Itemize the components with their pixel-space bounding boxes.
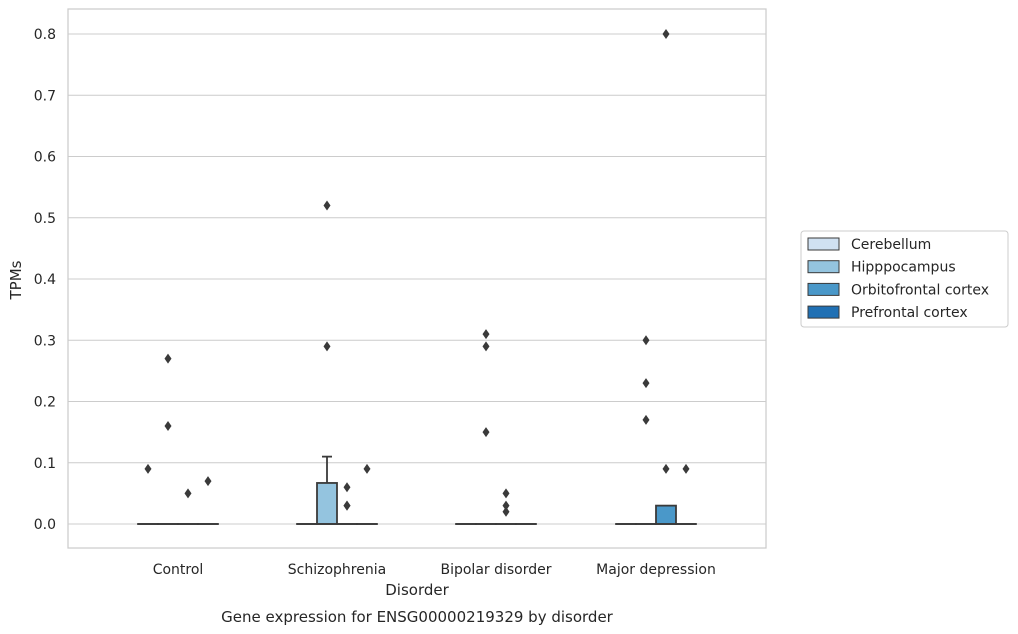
x-tick-label: Major depression xyxy=(596,562,716,578)
outlier-point xyxy=(164,353,172,364)
y-tick-label: 0.6 xyxy=(34,150,56,166)
outlier-point xyxy=(502,500,510,511)
legend-frame xyxy=(800,230,1009,328)
y-tick-label: 0.0 xyxy=(34,517,56,533)
legend: Cerebellum Hipppocampus Orbitofrontal cort… xyxy=(800,230,1009,328)
legend-label: Orbitofrontal cortex xyxy=(851,282,989,298)
y-tick-label: 0.7 xyxy=(34,88,56,104)
outlier-point xyxy=(642,378,650,389)
x-axis-ticks: Control Schizophrenia Bipolar disorder Majo… xyxy=(153,562,716,578)
x-tick-label: Bipolar disorder xyxy=(440,562,551,578)
outlier-point xyxy=(323,200,331,211)
legend-item: Cerebellum xyxy=(807,237,931,253)
y-tick-label: 0.4 xyxy=(34,272,56,288)
legend-swatch xyxy=(807,237,840,251)
box-body xyxy=(316,482,338,525)
outlier-point xyxy=(343,500,351,511)
legend-item: Orbitofrontal cortex xyxy=(807,282,989,298)
legend-label: Cerebellum xyxy=(851,237,931,253)
gridlines xyxy=(68,33,766,525)
x-tick-label: Schizophrenia xyxy=(288,562,386,578)
outlier-point xyxy=(502,488,510,499)
box-orbitofrontal-cortex xyxy=(655,504,677,525)
y-tick-label: 0.5 xyxy=(34,211,56,227)
outlier-point xyxy=(642,335,650,346)
y-axis-ticks: 0.0 0.1 0.2 0.3 0.4 0.5 0.6 0.7 0.8 xyxy=(34,27,56,533)
box-body xyxy=(655,504,677,525)
outlier-points xyxy=(144,29,690,517)
plot-frame xyxy=(67,8,767,549)
y-axis-label: TPMs xyxy=(7,260,25,300)
y-tick-label: 0.8 xyxy=(34,27,56,43)
y-tick-label: 0.2 xyxy=(34,395,56,411)
x-axis-label: Disorder xyxy=(385,581,449,599)
outlier-point xyxy=(662,29,670,39)
y-tick-label: 0.1 xyxy=(34,456,56,472)
outlier-point xyxy=(144,463,152,474)
legend-label: Prefrontal cortex xyxy=(851,305,968,321)
outlier-point xyxy=(682,463,690,474)
outlier-point xyxy=(323,341,331,352)
outlier-point xyxy=(502,506,510,517)
legend-swatch xyxy=(807,260,840,274)
outlier-point xyxy=(204,476,212,487)
outlier-point xyxy=(363,463,371,474)
outlier-point xyxy=(482,427,490,438)
outlier-point xyxy=(642,414,650,425)
box-plots xyxy=(137,455,697,525)
legend-swatch xyxy=(807,305,840,319)
outlier-point xyxy=(662,463,670,474)
box-hipppocampus xyxy=(316,455,338,525)
outlier-point xyxy=(482,341,490,352)
chart-caption: Gene expression for ENSG00000219329 by d… xyxy=(221,608,614,626)
outlier-point xyxy=(164,421,172,431)
outlier-point xyxy=(482,329,490,340)
outlier-point xyxy=(343,482,351,493)
legend-swatch xyxy=(807,282,840,296)
outlier-point xyxy=(184,488,192,499)
legend-item: Hipppocampus xyxy=(807,260,956,276)
legend-label: Hipppocampus xyxy=(851,260,956,276)
legend-item: Prefrontal cortex xyxy=(807,305,968,321)
x-tick-label: Control xyxy=(153,562,204,578)
y-tick-label: 0.3 xyxy=(34,333,56,349)
